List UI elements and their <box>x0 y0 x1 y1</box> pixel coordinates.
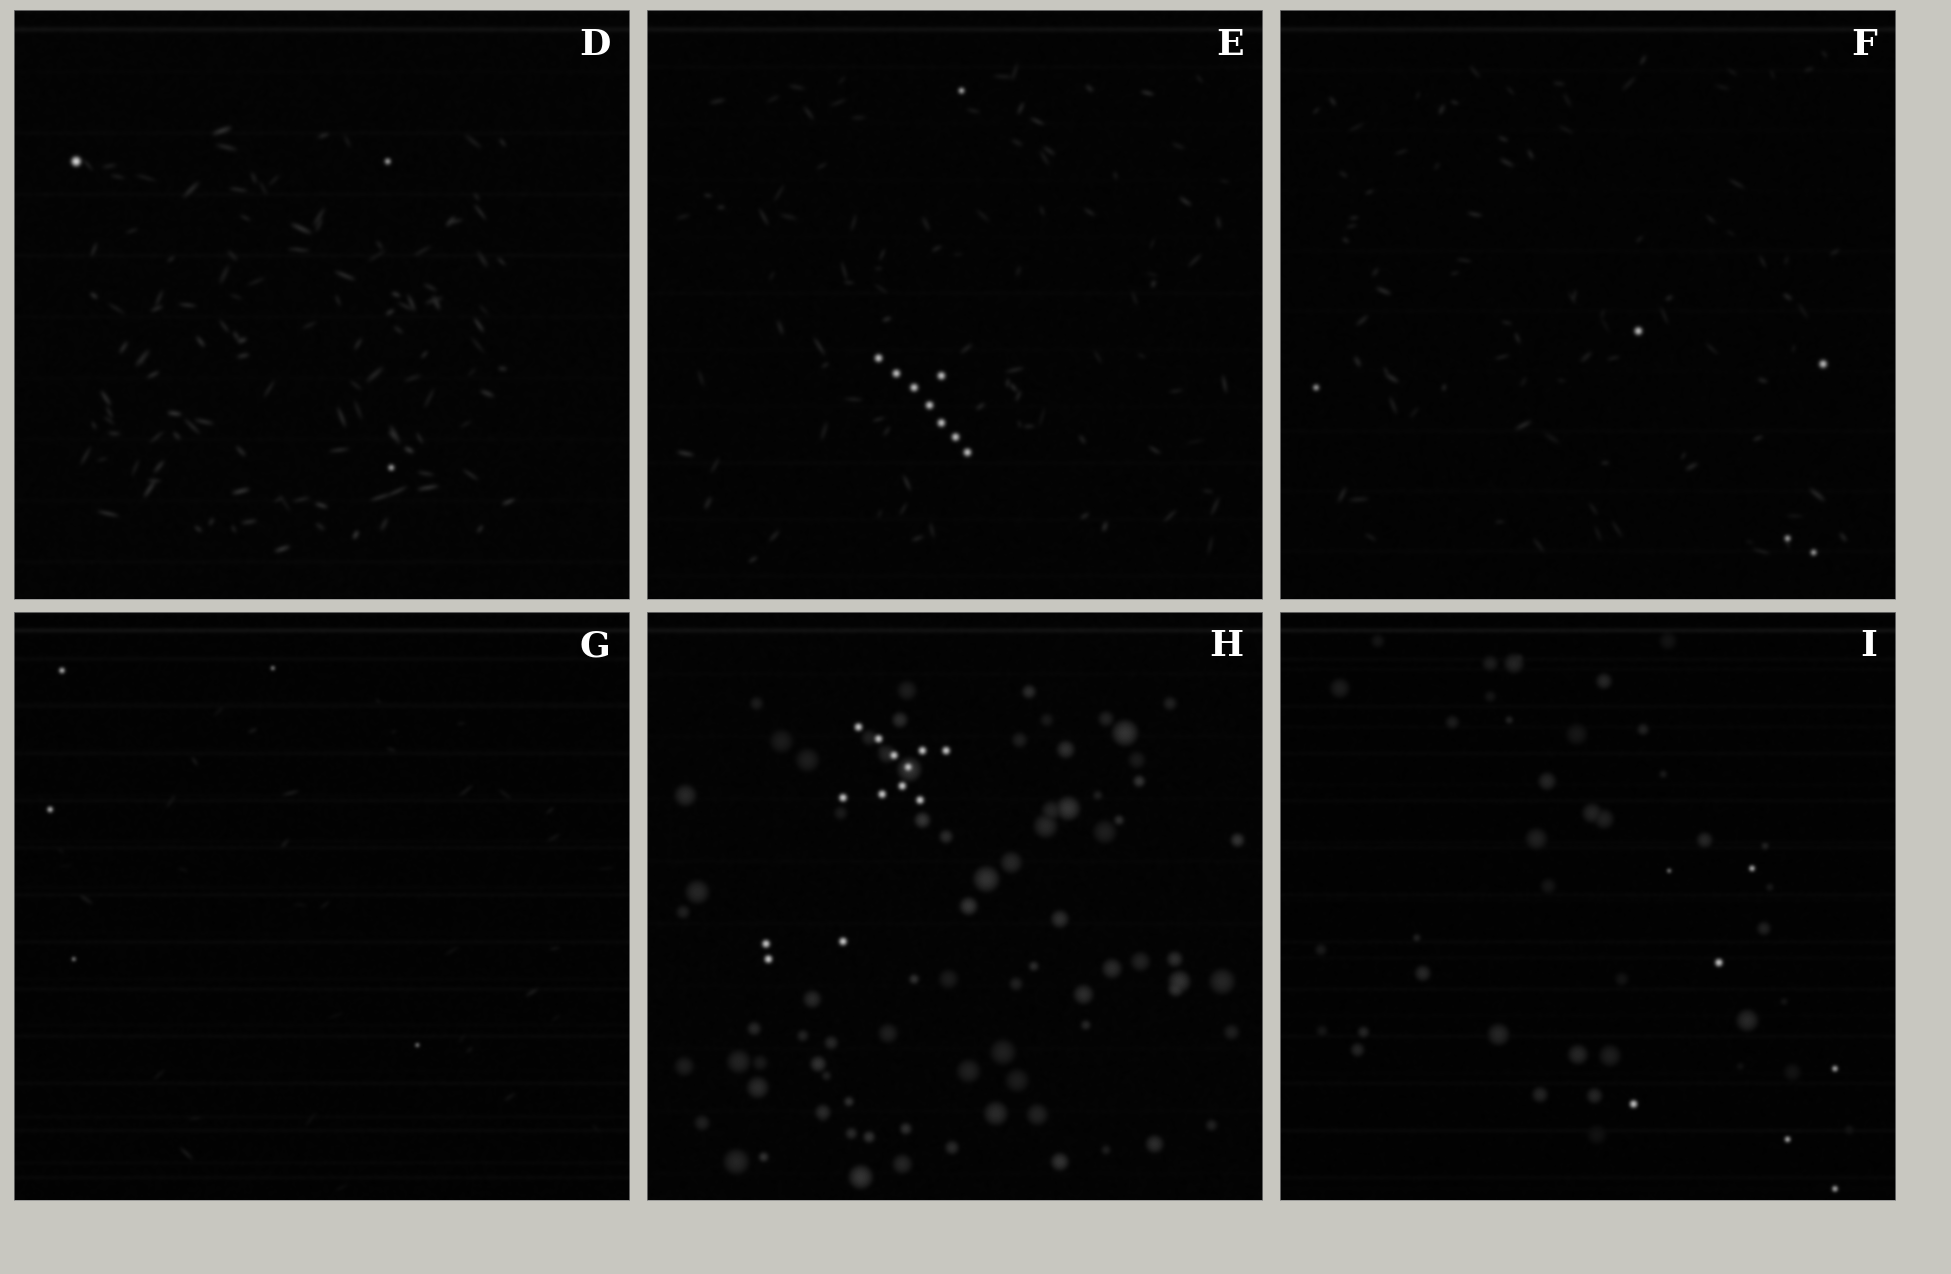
Text: F: F <box>1851 28 1877 62</box>
Text: E: E <box>1215 28 1245 62</box>
Text: D: D <box>579 28 611 62</box>
Text: H: H <box>1210 629 1245 664</box>
Text: G: G <box>579 629 611 664</box>
Text: I: I <box>1859 629 1877 664</box>
